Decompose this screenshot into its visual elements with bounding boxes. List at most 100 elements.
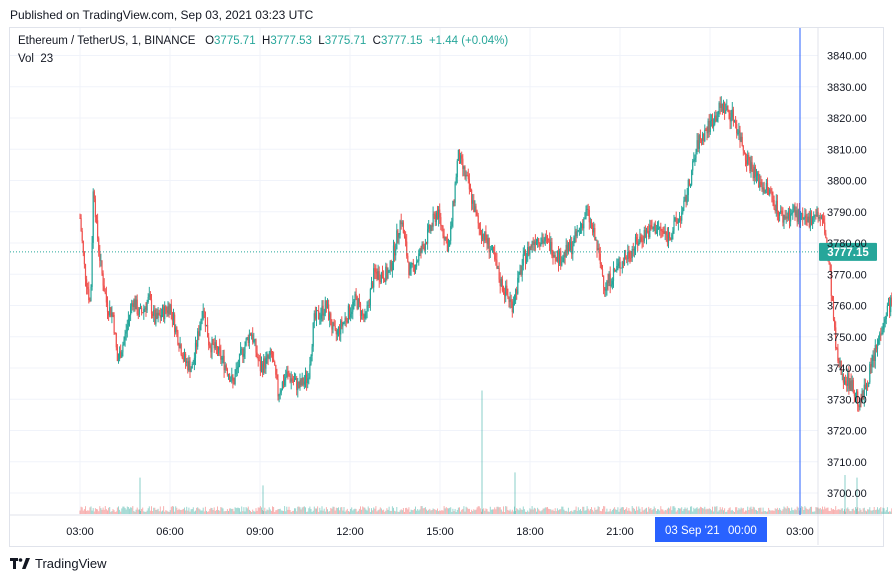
- tradingview-brand[interactable]: TradingView: [10, 556, 107, 571]
- volume-bar: [861, 511, 863, 514]
- candle-body: [671, 234, 673, 240]
- candle-body: [881, 333, 883, 335]
- volume-bar: [220, 507, 222, 514]
- candle-body: [100, 260, 102, 262]
- candle-body: [436, 212, 439, 219]
- volume-bar: [540, 511, 542, 514]
- candle-body: [243, 353, 245, 357]
- volume-bar: [588, 510, 590, 514]
- time-tick-label: 18:00: [516, 526, 544, 538]
- volume-bar: [301, 507, 303, 514]
- volume-bar: [223, 511, 225, 514]
- candle-body: [687, 179, 689, 196]
- volume-bar: [126, 506, 128, 514]
- candle-body: [564, 251, 566, 257]
- volume-bar: [582, 506, 584, 514]
- volume-bar: [190, 509, 192, 514]
- volume-bar: [424, 507, 426, 514]
- volume-bar: [153, 507, 155, 514]
- candle-body: [516, 289, 518, 294]
- volume-bar: [511, 509, 513, 514]
- volume-bar: [201, 510, 203, 514]
- volume-bar: [385, 510, 387, 514]
- volume-bar: [270, 510, 272, 514]
- candle-body: [235, 369, 237, 375]
- volume-bar: [406, 507, 408, 514]
- volume-bar: [507, 509, 509, 514]
- candle-body: [769, 189, 771, 195]
- candle-body: [93, 191, 95, 199]
- candle-body: [573, 237, 575, 247]
- volume-bar: [492, 509, 493, 514]
- volume-bar: [213, 507, 215, 514]
- volume-bar: [875, 509, 877, 514]
- candle-body: [753, 166, 755, 179]
- candle-body: [225, 365, 227, 369]
- high-label: H: [262, 35, 271, 47]
- candle-body: [87, 287, 89, 290]
- candle-body: [144, 307, 146, 309]
- candle-body: [612, 268, 615, 282]
- candle-body: [460, 155, 462, 164]
- volume-bar: [300, 509, 302, 514]
- candle-body: [534, 241, 536, 245]
- volume-bar: [828, 510, 830, 514]
- candle-body: [663, 231, 665, 234]
- volume-bar: [793, 510, 795, 514]
- volume-bar: [329, 511, 331, 514]
- volume-bar: [483, 508, 485, 514]
- candle-body: [262, 363, 264, 373]
- volume-bar: [254, 511, 256, 514]
- volume-bar: [393, 507, 394, 514]
- candle-body: [142, 312, 144, 314]
- volume-bar: [609, 508, 611, 514]
- candle-body: [152, 314, 154, 316]
- volume-bar: [437, 508, 438, 514]
- candle-body: [791, 213, 793, 214]
- candle-body: [693, 159, 695, 162]
- candle-body: [797, 209, 799, 222]
- volume-bar: [384, 511, 386, 514]
- candle-body: [515, 289, 517, 301]
- volume-bar: [826, 507, 828, 514]
- volume-bar: [410, 509, 412, 514]
- volume-bar: [745, 510, 746, 514]
- volume-bar: [572, 511, 574, 514]
- volume-bar: [454, 508, 456, 514]
- candle-body: [428, 225, 430, 229]
- volume-bar: [211, 508, 213, 514]
- candle-body: [346, 320, 348, 323]
- candle-body: [275, 364, 277, 375]
- candle-body: [627, 251, 629, 260]
- volume-value: 23: [40, 53, 54, 65]
- candle-body: [232, 375, 234, 382]
- candle-body: [557, 251, 560, 264]
- volume-bar: [451, 511, 453, 514]
- candle-body: [258, 360, 260, 362]
- candle-body: [425, 243, 428, 244]
- volume-bar: [530, 509, 532, 514]
- candle-body: [285, 377, 287, 380]
- volume-bar: [415, 506, 416, 514]
- candle-body: [507, 294, 509, 297]
- candle-body: [345, 317, 347, 321]
- volume-bar: [825, 508, 827, 514]
- candle-body: [502, 290, 505, 292]
- volume-bar: [646, 507, 647, 514]
- volume-bar: [268, 507, 270, 514]
- candle-body: [629, 257, 631, 259]
- candle-body: [464, 166, 466, 177]
- candle-body: [222, 355, 224, 359]
- volume-bar: [146, 510, 148, 514]
- candle-body: [883, 322, 885, 330]
- candle-body: [111, 312, 113, 317]
- candle-body: [623, 256, 626, 265]
- candle-body: [783, 215, 785, 223]
- candle-body: [251, 334, 253, 336]
- volume-bar: [474, 510, 476, 514]
- candle-body: [577, 230, 579, 231]
- candle-body: [483, 233, 485, 241]
- candle-body: [821, 216, 824, 219]
- candle-body: [430, 225, 432, 232]
